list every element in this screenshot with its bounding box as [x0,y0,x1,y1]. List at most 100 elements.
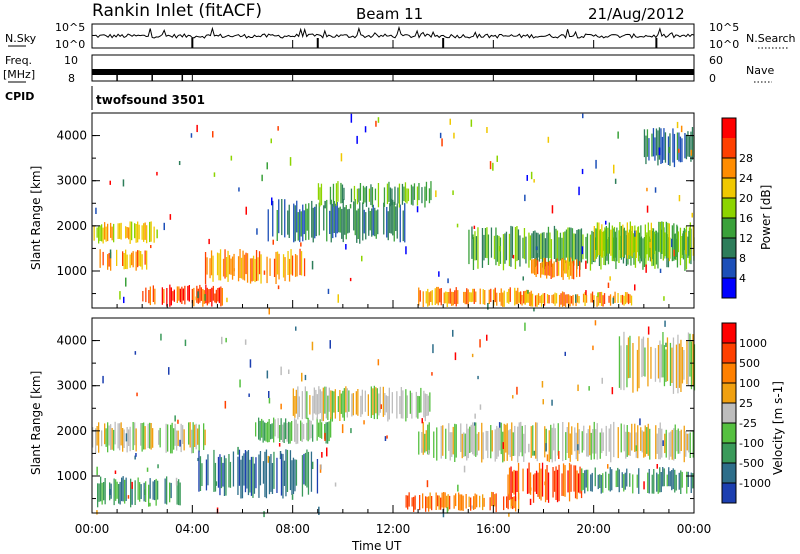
cell-r5-20 [446,495,448,509]
speckle-4 [204,294,206,301]
nave-label: Nave [746,64,774,77]
speckle-72 [649,242,651,248]
speckle-102 [607,282,610,289]
speckle-28 [271,197,273,206]
speckle-103 [577,444,579,451]
cell-r11-5 [652,128,655,157]
speckle-58 [95,207,97,215]
cell-r10-54 [685,232,687,255]
cell-r8-83 [618,230,620,263]
cell-r7-108 [641,430,643,453]
speckle-99 [522,276,524,281]
cell-r8-17 [617,467,619,487]
speckle-30 [119,291,121,300]
cell-r2-10 [222,462,224,487]
colorbar-tick-label-4: 20 [739,192,753,205]
cell-r2-52 [306,449,308,488]
cell-r6-8 [434,288,436,305]
cell-r7-38 [596,296,598,307]
cell-r5-28 [394,186,396,205]
cell-r10-23 [629,221,631,256]
cell-r8-25 [636,474,638,488]
speckle-85 [160,333,162,341]
cell-r8-115 [681,236,683,258]
cell-r9-14 [553,261,555,278]
cell-r7-30 [576,294,579,303]
colorbar-frame [721,322,737,504]
cell-r5-12 [431,496,433,511]
speckle-96 [125,433,128,442]
cell-r1-6 [122,251,124,266]
cell-r5-17 [365,186,368,207]
cell-r4-55 [383,202,385,235]
colorbar-seg-1 [722,258,736,278]
speckle-100 [487,303,489,310]
cell-r3-24 [295,419,297,445]
cell-r7-48 [617,293,619,303]
speckle-36 [542,399,544,405]
speckle-57 [266,370,269,379]
cell-r3-15 [280,418,282,440]
cell-r5-5 [335,183,338,206]
speckle-95 [263,511,265,518]
cell-r7-110 [644,425,646,457]
cell-r0-8 [108,425,110,446]
cell-r4-33 [339,206,341,233]
cell-r2-19 [187,285,189,301]
cell-r10-18 [622,224,624,258]
cell-r8-52 [562,232,565,271]
cell-r8-9 [486,227,488,259]
cell-r8-48 [687,471,689,487]
cell-r8-12 [605,471,607,488]
cell-r6-2 [510,466,512,500]
speckle-108 [492,162,494,171]
speckle-89 [146,467,149,472]
noise-right-tick-top: 10^5 [709,21,739,34]
cell-r4-10 [313,387,315,414]
speckle-119 [511,499,513,506]
cell-r6-25 [466,288,468,305]
cell-r8-5 [590,474,592,492]
speckle-103 [473,225,476,229]
speckle-85 [213,172,216,177]
cell-r7-20 [463,432,465,457]
cell-r4-61 [411,392,413,419]
cell-r0-51 [197,428,199,445]
cell-r3-10 [225,257,228,278]
speckle-32 [177,419,179,424]
speckle-60 [326,447,328,457]
cell-r3-14 [231,256,234,280]
cell-r3-8 [268,419,270,443]
cell-r2-32 [209,288,211,302]
cell-r1-5 [104,478,106,505]
speckle-69 [449,118,451,125]
cell-r0-40 [176,430,178,451]
cell-r1-11 [118,484,120,504]
speckle-117 [208,238,210,245]
cell-r3-35 [318,422,320,437]
cell-r7-87 [595,429,597,454]
cell-r8-9 [599,474,601,488]
speckle-41 [334,482,337,487]
cell-r6-1 [508,467,511,501]
cell-r3-27 [255,250,258,282]
cell-r1-9 [115,479,117,501]
cell-r6-35 [488,289,490,304]
speckle-19 [447,278,449,284]
speckle-29 [512,254,515,259]
cell-r5-21 [374,188,377,201]
cell-r0-32 [158,430,160,445]
cell-r8-42 [674,469,676,493]
cell-r10-36 [652,230,654,260]
cell-r8-46 [681,471,683,488]
colorbar-seg-8 [722,323,736,343]
cell-r8-28 [523,228,526,260]
speckle-107 [609,276,611,281]
cell-r7-49 [512,432,514,456]
cell-r5-20 [371,187,374,208]
cell-r7-81 [586,433,588,457]
cell-r0-23 [138,224,140,240]
speckle-11 [239,379,241,388]
cell-r2-12 [173,289,175,302]
cell-r5-7 [422,493,424,509]
